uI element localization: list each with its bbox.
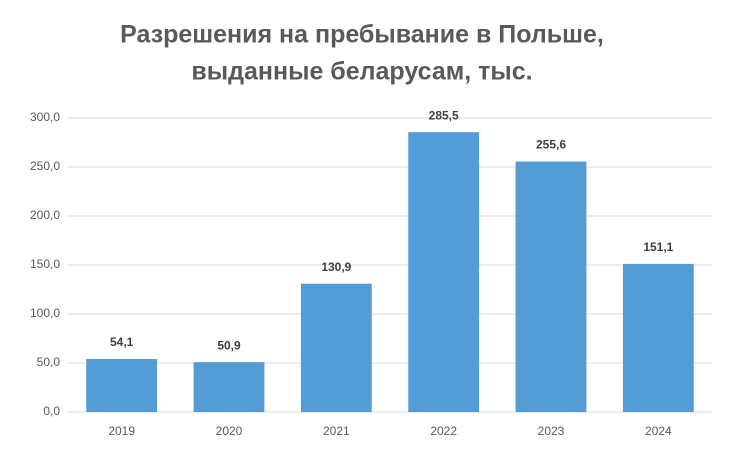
y-tick-label: 150,0 [30, 257, 60, 271]
data-label: 50,9 [217, 338, 241, 352]
bar [622, 263, 694, 412]
x-tick-label: 2019 [108, 424, 135, 438]
chart-title: выданные беларусам, тыс. [191, 58, 532, 86]
data-label: 285,5 [429, 108, 459, 122]
y-tick-label: 50,0 [37, 355, 61, 369]
x-tick-label: 2021 [323, 424, 350, 438]
y-tick-label: 100,0 [30, 306, 60, 320]
bar [86, 358, 158, 412]
y-tick-label: 300,0 [30, 110, 60, 124]
data-label: 255,6 [536, 138, 566, 152]
x-tick-label: 2020 [216, 424, 243, 438]
bar [515, 161, 587, 412]
bar [193, 362, 265, 412]
x-tick-label: 2024 [645, 424, 672, 438]
x-tick-label: 2023 [538, 424, 565, 438]
bar [408, 132, 480, 412]
data-label: 54,1 [110, 335, 134, 349]
chart-title: Разрешения на пребывание в Польше, [120, 21, 604, 49]
data-label: 130,9 [321, 260, 351, 274]
y-tick-label: 0,0 [43, 404, 60, 418]
bar [300, 283, 372, 412]
y-tick-label: 200,0 [30, 208, 60, 222]
y-tick-label: 250,0 [30, 159, 60, 173]
data-label: 151,1 [643, 240, 673, 254]
x-tick-label: 2022 [430, 424, 457, 438]
